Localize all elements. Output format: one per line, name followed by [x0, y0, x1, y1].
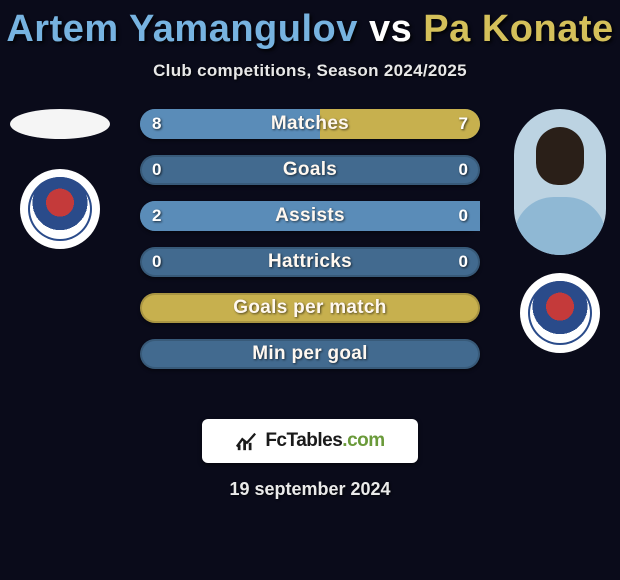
- stat-value-p2: 7: [459, 114, 468, 134]
- stat-label: Goals per match: [233, 297, 386, 319]
- watermark-badge: FcTables.com: [202, 419, 418, 463]
- player2-avatar: [514, 109, 606, 255]
- stat-row: Goals per match: [140, 293, 480, 323]
- stat-label: Assists: [275, 205, 345, 227]
- stats-bars: 8 7 Matches 0 0 Goals 2 0 Assists 0 0 Hattricks Goal…: [140, 109, 480, 385]
- stat-label: Goals: [283, 159, 337, 181]
- vs-text: vs: [369, 8, 412, 50]
- content-area: 8 7 Matches 0 0 Goals 2 0 Assists 0 0 Hattricks Goal…: [0, 109, 620, 409]
- stat-value-p2: 0: [459, 160, 468, 180]
- stat-row: Min per goal: [140, 339, 480, 369]
- player2-column: [510, 109, 610, 353]
- chart-icon: [235, 430, 257, 452]
- stat-value-p2: 0: [459, 252, 468, 272]
- stat-value-p1: 2: [152, 206, 161, 226]
- player1-club-badge: [20, 169, 100, 249]
- stat-row: 2 0 Assists: [140, 201, 480, 231]
- player1-avatar-placeholder: [10, 109, 110, 139]
- stat-label: Min per goal: [252, 343, 368, 365]
- player2-name: Pa Konate: [423, 8, 613, 50]
- stat-value-p2: 0: [459, 206, 468, 226]
- player2-club-badge: [520, 273, 600, 353]
- stat-row: 0 0 Hattricks: [140, 247, 480, 277]
- stat-label: Hattricks: [268, 251, 352, 273]
- stat-row: 0 0 Goals: [140, 155, 480, 185]
- stat-value-p1: 0: [152, 252, 161, 272]
- date-text: 19 september 2024: [0, 479, 620, 500]
- player1-column: [10, 109, 110, 249]
- watermark-text: FcTables.com: [265, 430, 384, 452]
- stat-value-p1: 8: [152, 114, 161, 134]
- stat-row: 8 7 Matches: [140, 109, 480, 139]
- stat-value-p1: 0: [152, 160, 161, 180]
- subtitle: Club competitions, Season 2024/2025: [0, 61, 620, 81]
- comparison-title: Artem Yamangulov vs Pa Konate: [0, 0, 620, 51]
- player1-name: Artem Yamangulov: [6, 8, 358, 50]
- stat-label: Matches: [271, 113, 349, 135]
